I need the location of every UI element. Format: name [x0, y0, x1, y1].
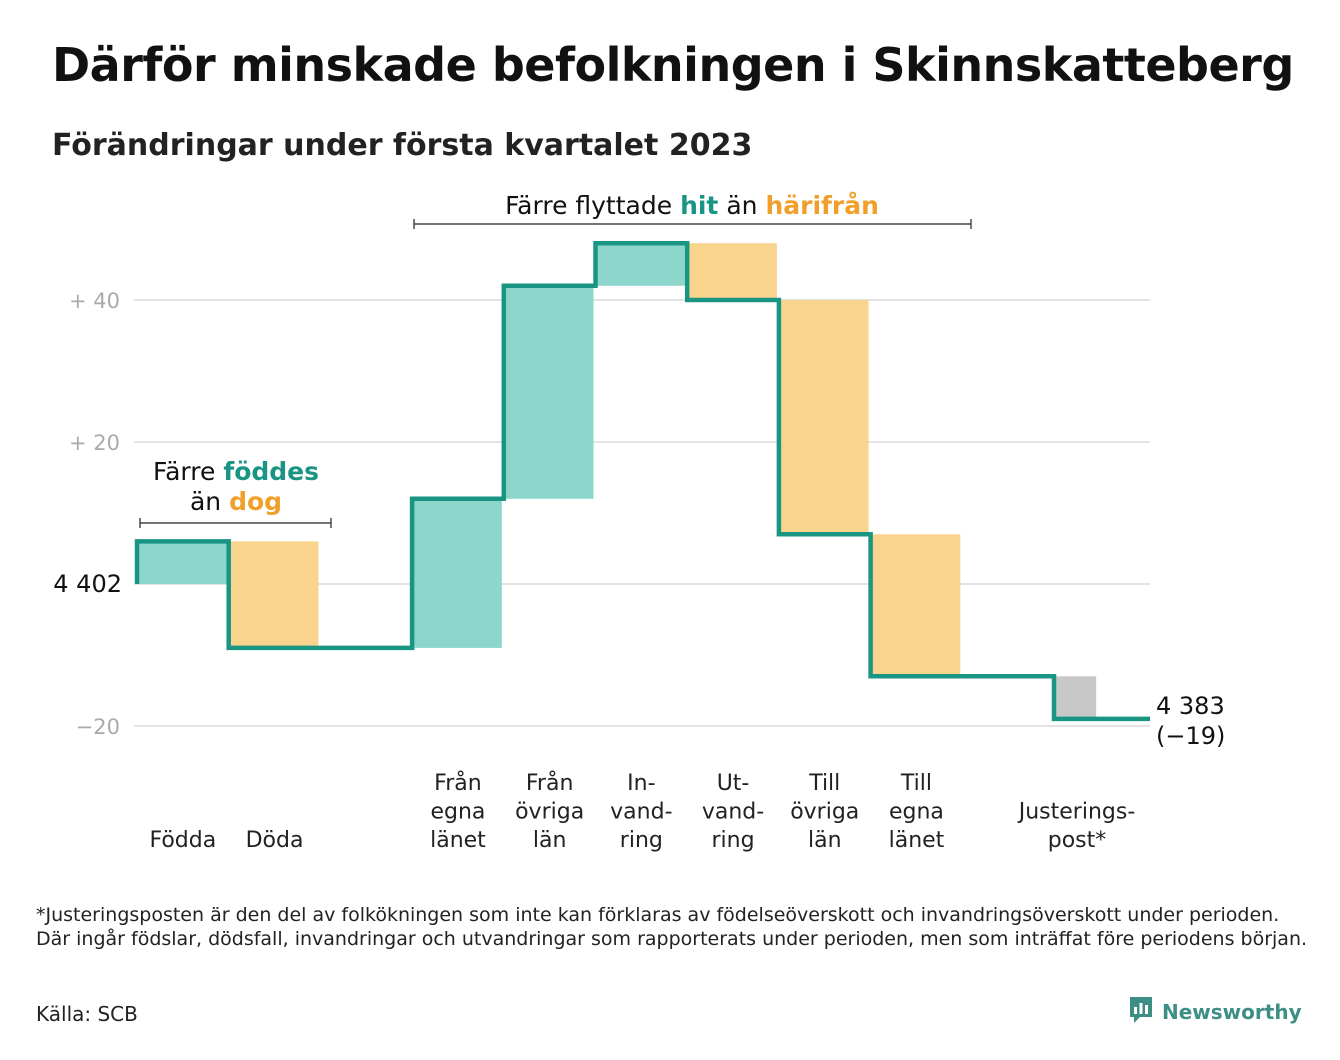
bar-2 — [228, 541, 319, 648]
category-label-4-line-2: övriga — [515, 800, 584, 825]
end-value-label: 4 383 — [1156, 692, 1225, 720]
category-label-3-line-3: länet — [430, 828, 486, 853]
bar-3 — [412, 498, 502, 648]
migration-bracket: Färre flyttade hit än härifrån — [413, 191, 972, 229]
migration-annotation-middle: än — [718, 191, 765, 220]
bar-9 — [1054, 676, 1097, 719]
migration-annotation: Färre flyttade hit än härifrån — [505, 191, 879, 220]
migration-annotation-prefix: Färre flyttade — [505, 191, 680, 220]
bar-4 — [503, 285, 594, 499]
category-labels: Födda Döda Från egna länet Från övriga län In-va… — [149, 770, 1135, 853]
chart-subtitle: Förändringar under första kvartalet 2023 — [52, 128, 753, 163]
bars — [137, 243, 1097, 719]
category-label-8-line-1: Till — [900, 771, 932, 796]
category-label-6-line-1: Ut- — [717, 771, 750, 796]
category-label-4-line-3: län — [533, 828, 567, 853]
bar-chart-speech-icon — [1128, 995, 1154, 1029]
category-label-1-line-1: Födda — [149, 828, 216, 853]
births-annotation-dog: dog — [229, 487, 282, 516]
category-label-3-line-2: egna — [430, 800, 485, 825]
brand-logo[interactable]: Newsworthy — [1128, 996, 1302, 1028]
births-annotation-line1: Färre föddes — [153, 457, 319, 486]
step-line — [134, 240, 1150, 722]
footnote: *Justeringsposten är den del av folkökni… — [36, 904, 1308, 950]
bar-5 — [595, 243, 686, 286]
bar-6 — [687, 243, 777, 300]
births-annotation-line2: än dog — [190, 487, 282, 516]
migration-annotation-harifran: härifrån — [765, 191, 878, 220]
end-change-label: (−19) — [1156, 722, 1225, 750]
births-annotation-an: än — [190, 487, 229, 516]
category-label-7-line-3: län — [808, 828, 842, 853]
bar-8 — [870, 534, 961, 677]
category-label-7-line-1: Till — [808, 771, 840, 796]
category-label-7-line-2: övriga — [790, 800, 859, 825]
gridlines: + 40 + 20 −20 — [69, 289, 1150, 739]
category-label-8-line-3: länet — [889, 828, 945, 853]
category-label-5-line-3: ring — [620, 828, 663, 853]
category-label-6-line-3: ring — [712, 828, 755, 853]
category-label-5-line-2: vand- — [610, 800, 672, 825]
y-tick-label-3: −20 — [76, 715, 120, 739]
step-line-layer — [134, 240, 1150, 722]
births-annotation-foddes: föddes — [223, 457, 319, 486]
y-tick-label-1: + 20 — [69, 431, 120, 455]
source-credit: Källa: SCB — [36, 1002, 138, 1026]
brand-name: Newsworthy — [1162, 1000, 1302, 1024]
start-value-label: 4 402 — [53, 570, 122, 598]
category-label-2-line-1: Döda — [246, 828, 304, 853]
category-label-5-line-1: In- — [627, 771, 655, 796]
births-bracket: Färre föddes än dog — [139, 457, 332, 528]
chart-title: Därför minskade befolkningen i Skinnskat… — [52, 38, 1294, 92]
births-annotation-prefix: Färre — [153, 457, 223, 486]
category-label-9-line-1: Justerings- — [1017, 800, 1136, 825]
category-label-9-line-2: post* — [1048, 828, 1107, 853]
category-label-6-line-2: vand- — [702, 800, 764, 825]
category-label-4-line-1: Från — [526, 770, 574, 796]
category-label-8-line-2: egna — [889, 800, 944, 825]
y-tick-label-0: + 40 — [69, 289, 120, 313]
bar-7 — [778, 300, 869, 535]
waterfall-chart: + 40 + 20 −20 Födda Döda Från egna länet Från öv… — [53, 191, 1225, 853]
category-label-3-line-1: Från — [434, 770, 482, 796]
bar-1 — [137, 541, 227, 584]
migration-annotation-hit: hit — [680, 191, 718, 220]
